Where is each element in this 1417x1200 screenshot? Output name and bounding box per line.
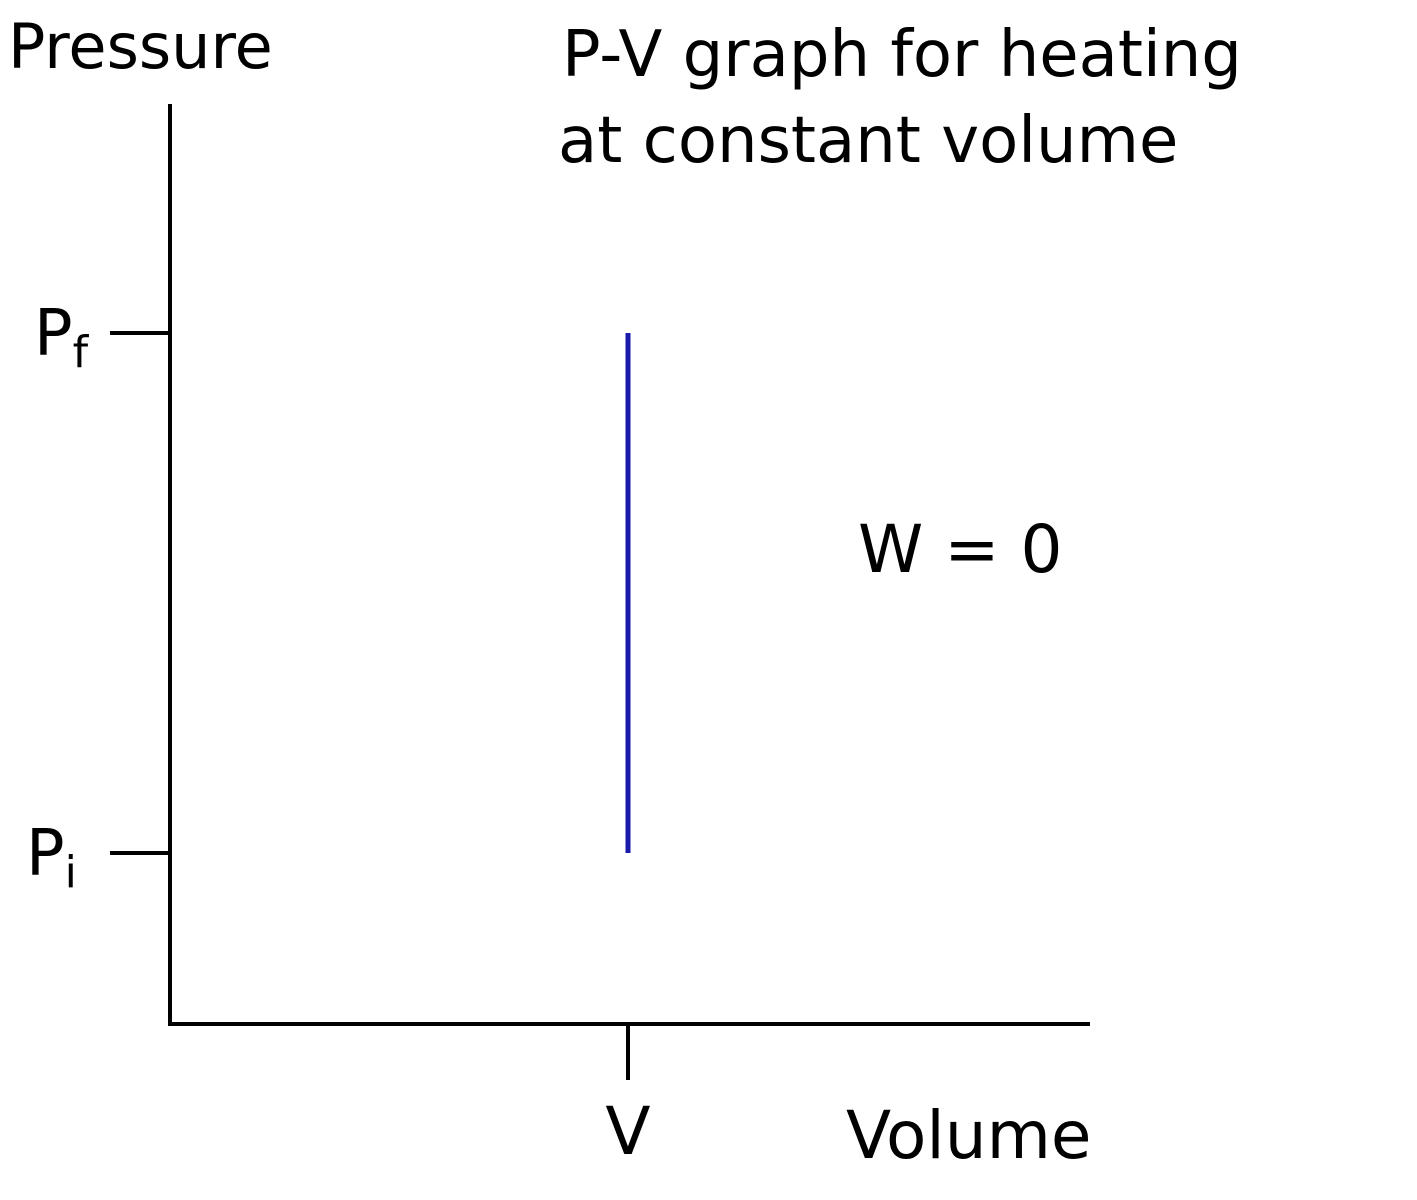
x-tick-label-v: V xyxy=(605,1093,650,1170)
y-tick-label-i: Pi xyxy=(26,817,77,898)
x-axis-label: Volume xyxy=(846,1097,1091,1174)
chart-title-line-1: P-V graph for heating xyxy=(562,18,1242,92)
y-tick-label-f: Pf xyxy=(34,297,90,378)
work-annotation: W = 0 xyxy=(858,511,1063,588)
y-axis-label: Pressure xyxy=(8,10,273,83)
chart-title-line-2: at constant volume xyxy=(558,104,1178,178)
